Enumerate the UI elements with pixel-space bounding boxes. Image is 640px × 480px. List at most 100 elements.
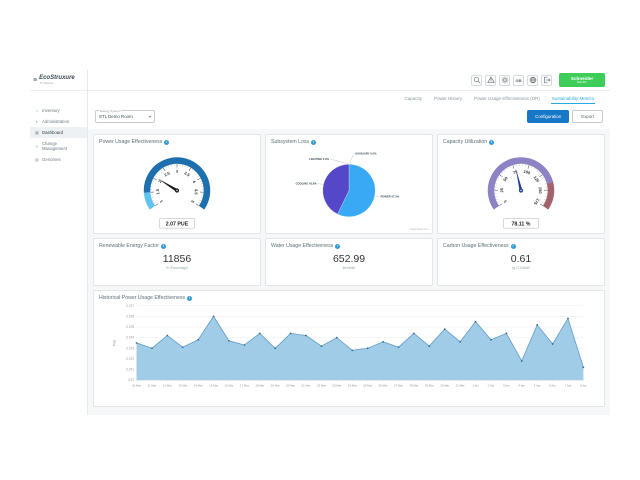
svg-text:1: 1 <box>158 199 164 204</box>
sidebar-item-change-management[interactable]: ≡ Change Management <box>30 138 87 154</box>
configuration-button[interactable]: Configuration <box>527 110 570 123</box>
sidebar-item-genomes[interactable]: ▤ Genomes <box>30 154 87 165</box>
tab-capacity[interactable]: Capacity <box>404 96 423 101</box>
svg-text:11 Mar: 11 Mar <box>148 383 157 387</box>
help-button[interactable] <box>527 74 538 86</box>
metric-card-row: Renewable Energy Factor i 11856 % (Perce… <box>93 238 605 286</box>
brand-product: IT Advisor <box>40 80 54 85</box>
svg-text:19 Mar: 19 Mar <box>271 383 280 387</box>
card-title: Historical Power Usage Effectiveness <box>99 295 186 301</box>
sidebar-item-administration[interactable]: ◐ Administration <box>30 116 87 127</box>
svg-text:100: 100 <box>523 169 532 176</box>
dashboard-icon: ▦ <box>35 130 39 135</box>
card-water-usage-effectiveness: Water Usage Effectiveness i 652.99 liter… <box>265 238 433 286</box>
alarm-button[interactable] <box>485 74 496 86</box>
svg-text:16 Mar: 16 Mar <box>225 383 234 387</box>
energy-system-value: STL Demo Room <box>99 114 133 119</box>
svg-text:2.073: 2.073 <box>126 346 134 350</box>
svg-text:28 Mar: 28 Mar <box>409 383 418 387</box>
info-icon[interactable]: i <box>164 139 170 145</box>
alarm-icon <box>486 76 495 84</box>
sidebar-item-label: Administration <box>42 119 70 124</box>
svg-text:12 Mar: 12 Mar <box>163 383 172 387</box>
tab-power-history[interactable]: Power History <box>434 96 463 101</box>
svg-text:POWER 57.2%: POWER 57.2% <box>381 195 400 199</box>
svg-text:5: 5 <box>190 199 196 204</box>
change-management-icon: ≡ <box>35 143 39 149</box>
svg-text:15 Mar: 15 Mar <box>209 383 218 387</box>
sidebar-item-inventory[interactable]: ○ Inventory <box>30 105 87 116</box>
svg-text:5 Apr: 5 Apr <box>534 383 541 387</box>
language-icon: GB <box>515 77 522 83</box>
svg-text:3: 3 <box>176 169 179 174</box>
energy-system-select[interactable]: Energy System STL Demo Room ▾ <box>95 108 155 123</box>
subsystem-loss-pie-chart: POWER 57.2% COOLING 42.8% LIGHTING 0.0% AUX… <box>296 152 400 217</box>
info-icon[interactable]: i <box>311 139 317 145</box>
svg-text:2: 2 <box>157 179 163 184</box>
info-icon[interactable]: i <box>335 243 341 249</box>
svg-text:14 Mar: 14 Mar <box>194 383 203 387</box>
sidebar-item-label: Inventory <box>42 108 60 113</box>
card-title: Subsystem Loss <box>271 139 310 145</box>
svg-text:7 Apr: 7 Apr <box>565 383 572 387</box>
svg-text:31 Mar: 31 Mar <box>456 383 465 387</box>
historical-pue-area-chart: 2.07 2.071 2.072 2.073 2.074 2.075 2.076 2.077 P… <box>113 304 587 387</box>
svg-text:8 Apr: 8 Apr <box>580 383 587 387</box>
svg-text:2.072: 2.072 <box>126 357 134 361</box>
svg-text:22 Mar: 22 Mar <box>317 383 326 387</box>
export-button[interactable]: Export <box>572 110 603 123</box>
pue-gauge-chart: 1 1.5 22.5 3 3.54 4.5 5 2.07 PUE <box>143 157 211 229</box>
info-icon[interactable]: i <box>187 295 193 301</box>
svg-text:2.071: 2.071 <box>126 368 134 372</box>
main-area: GB Schneider Electric Capacity Power Histor… <box>88 70 610 415</box>
svg-text:2.075: 2.075 <box>126 325 134 329</box>
language-button[interactable]: GB <box>513 74 524 86</box>
logout-button[interactable] <box>541 74 552 86</box>
settings-button[interactable] <box>499 74 510 86</box>
tab-power-usage-effectiveness-dr-[interactable]: Power Usage Effectiveness (DR) <box>474 96 540 101</box>
metric-unit: kg CO2/kWh <box>511 266 531 270</box>
help-icon <box>529 76 536 84</box>
sidebar-item-label: Dashboard <box>42 130 64 135</box>
brand-button-line2: Electric <box>577 79 587 84</box>
metric-value: 0.61 <box>510 253 532 265</box>
search-button[interactable] <box>471 74 482 86</box>
brand-button-line1: Schneider <box>570 75 594 81</box>
schneider-electric-button[interactable]: Schneider Electric <box>559 73 605 87</box>
svg-text:2.07 PUE: 2.07 PUE <box>166 221 189 227</box>
card-title: Power Usage Effectiveness <box>99 139 163 145</box>
energy-system-label: Energy System <box>99 108 122 113</box>
card-power-usage-effectiveness: Power Usage Effectiveness i 1 1.5 2 2.5 3 3.5… <box>93 134 261 234</box>
brand-text: EcoStruxure IT Advisor <box>39 75 75 85</box>
svg-text:2.07: 2.07 <box>128 378 134 382</box>
info-icon[interactable]: i <box>160 243 166 249</box>
svg-text:4: 4 <box>191 179 197 184</box>
metric-value: 11856 <box>162 253 192 265</box>
svg-text:13 Mar: 13 Mar <box>178 383 187 387</box>
info-icon[interactable]: i <box>489 139 495 145</box>
card-title: Capacity Utilization <box>443 139 488 145</box>
hamburger-icon[interactable]: ≡ <box>33 76 38 84</box>
svg-text:125: 125 <box>533 175 541 184</box>
svg-text:1 Apr: 1 Apr <box>472 383 479 387</box>
top-bar: GB Schneider Electric <box>88 70 610 91</box>
svg-text:20 Mar: 20 Mar <box>286 383 295 387</box>
card-title: Renewable Energy Factor <box>99 243 159 249</box>
highcharts-watermark: highcharts.com <box>410 227 429 231</box>
sidebar-item-label: Genomes <box>42 157 61 162</box>
toolbar: Energy System STL Demo Room ▾ Configurat… <box>88 104 610 129</box>
chevron-down-icon: ▾ <box>148 114 151 119</box>
tab-bar: Capacity Power History Power Usage Effecti… <box>88 91 610 104</box>
svg-text:75: 75 <box>512 169 519 175</box>
brand-name: EcoStruxure <box>39 75 75 82</box>
search-icon <box>473 76 480 84</box>
tab-sustainability-metrics[interactable]: Sustainability Metrics <box>550 94 595 104</box>
sidebar-menu: ○ Inventory ◐ Administration ▦ Dashboard ≡ Chan… <box>30 105 87 165</box>
info-icon[interactable]: i <box>510 243 516 249</box>
svg-text:30 Mar: 30 Mar <box>440 383 449 387</box>
administration-icon: ◐ <box>35 119 39 124</box>
inventory-icon: ○ <box>35 108 39 113</box>
svg-text:23 Mar: 23 Mar <box>332 383 341 387</box>
sidebar-item-dashboard[interactable]: ▦ Dashboard <box>30 127 87 138</box>
